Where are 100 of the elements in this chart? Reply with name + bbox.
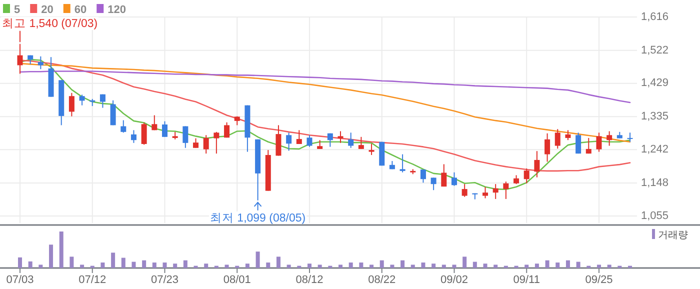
bar (545, 260, 550, 268)
candlestick (554, 128, 560, 150)
candlestick (276, 124, 282, 156)
bar (556, 262, 560, 268)
candlestick (596, 132, 602, 152)
bar (100, 262, 105, 268)
bar (494, 264, 498, 268)
bar (307, 264, 312, 268)
y-tick-label: 1,522 (641, 44, 669, 56)
legend-label: 20 (41, 4, 54, 16)
bar (338, 264, 343, 268)
candlestick (68, 92, 74, 117)
bar (70, 256, 74, 268)
legend-label: 120 (108, 4, 126, 16)
bar (390, 264, 394, 268)
bar (452, 264, 456, 268)
candlestick (214, 131, 220, 154)
bar (607, 264, 612, 268)
bar (566, 260, 570, 268)
candlestick (420, 169, 426, 184)
bar (59, 232, 64, 268)
candlestick (182, 126, 188, 148)
bar (28, 261, 32, 268)
candlestick (503, 181, 509, 200)
bar (49, 244, 54, 268)
candlestick (627, 132, 633, 142)
bar (400, 260, 405, 268)
bar (576, 262, 580, 268)
annotation: 최고 1,540 (07/03) (2, 18, 98, 30)
bar (318, 264, 322, 268)
x-tick-label: 07/23 (150, 274, 179, 286)
candlestick (100, 94, 106, 108)
bar (266, 262, 270, 268)
bar (245, 264, 250, 268)
bar (132, 262, 136, 268)
bar (359, 262, 364, 268)
bar (224, 264, 229, 268)
candlestick (368, 143, 374, 156)
candlestick (606, 130, 612, 146)
candlestick (441, 164, 447, 188)
candlestick (203, 134, 209, 154)
candlestick (130, 130, 136, 144)
bar (80, 264, 84, 268)
y-tick-label: 1,242 (641, 144, 669, 156)
x-tick-label: 07/03 (6, 274, 34, 286)
annotation: 최저 1,099 (08/05) (210, 212, 306, 224)
bar (432, 264, 436, 268)
bar (596, 264, 601, 268)
candlestick (17, 43, 23, 74)
bar (152, 262, 156, 268)
bar (421, 262, 426, 268)
bar (286, 264, 291, 268)
bar (276, 256, 280, 268)
candlestick (296, 130, 302, 144)
candlestick (482, 186, 488, 199)
candlestick (358, 136, 364, 150)
x-tick-label: 08/12 (296, 274, 324, 286)
candlestick (576, 132, 582, 154)
candlestick (430, 177, 436, 191)
bar (534, 264, 539, 268)
y-tick-label: 1,055 (641, 210, 669, 222)
x-tick-label: 09/11 (513, 274, 540, 286)
bar (38, 264, 43, 268)
x-tick-label: 09/02 (440, 274, 468, 286)
candlestick (79, 94, 85, 106)
bar (524, 264, 529, 268)
candlestick (400, 154, 406, 173)
bar (370, 264, 374, 268)
bar (173, 264, 178, 268)
candlestick (338, 130, 344, 144)
candlestick (534, 150, 540, 178)
bar (142, 260, 146, 268)
candlestick (327, 132, 333, 148)
candlestick (141, 122, 147, 146)
y-tick-label: 1,616 (641, 10, 669, 23)
bar (18, 257, 22, 268)
bar (442, 264, 446, 268)
bar (472, 262, 477, 268)
candlestick (544, 132, 550, 162)
bar (410, 264, 415, 268)
bar (111, 252, 116, 268)
y-tick-label: 1,335 (641, 110, 669, 123)
candlestick (286, 132, 292, 152)
candlestick (306, 134, 312, 148)
legend-label: 거래량 (658, 230, 688, 241)
x-tick-label: 07/12 (78, 274, 106, 286)
bar (204, 264, 208, 268)
x-tick-label: 08/01 (223, 274, 251, 286)
candlestick (565, 130, 571, 141)
candlestick (348, 132, 354, 148)
y-tick-label: 1,148 (641, 176, 669, 189)
bar (256, 252, 260, 268)
candlestick (586, 137, 592, 154)
bar (348, 262, 353, 268)
bar (380, 260, 384, 268)
candlestick (38, 56, 44, 70)
candlestick (193, 138, 199, 148)
candlestick (162, 120, 168, 138)
candlestick (224, 122, 230, 138)
y-tick-label: 1,429 (641, 77, 669, 90)
